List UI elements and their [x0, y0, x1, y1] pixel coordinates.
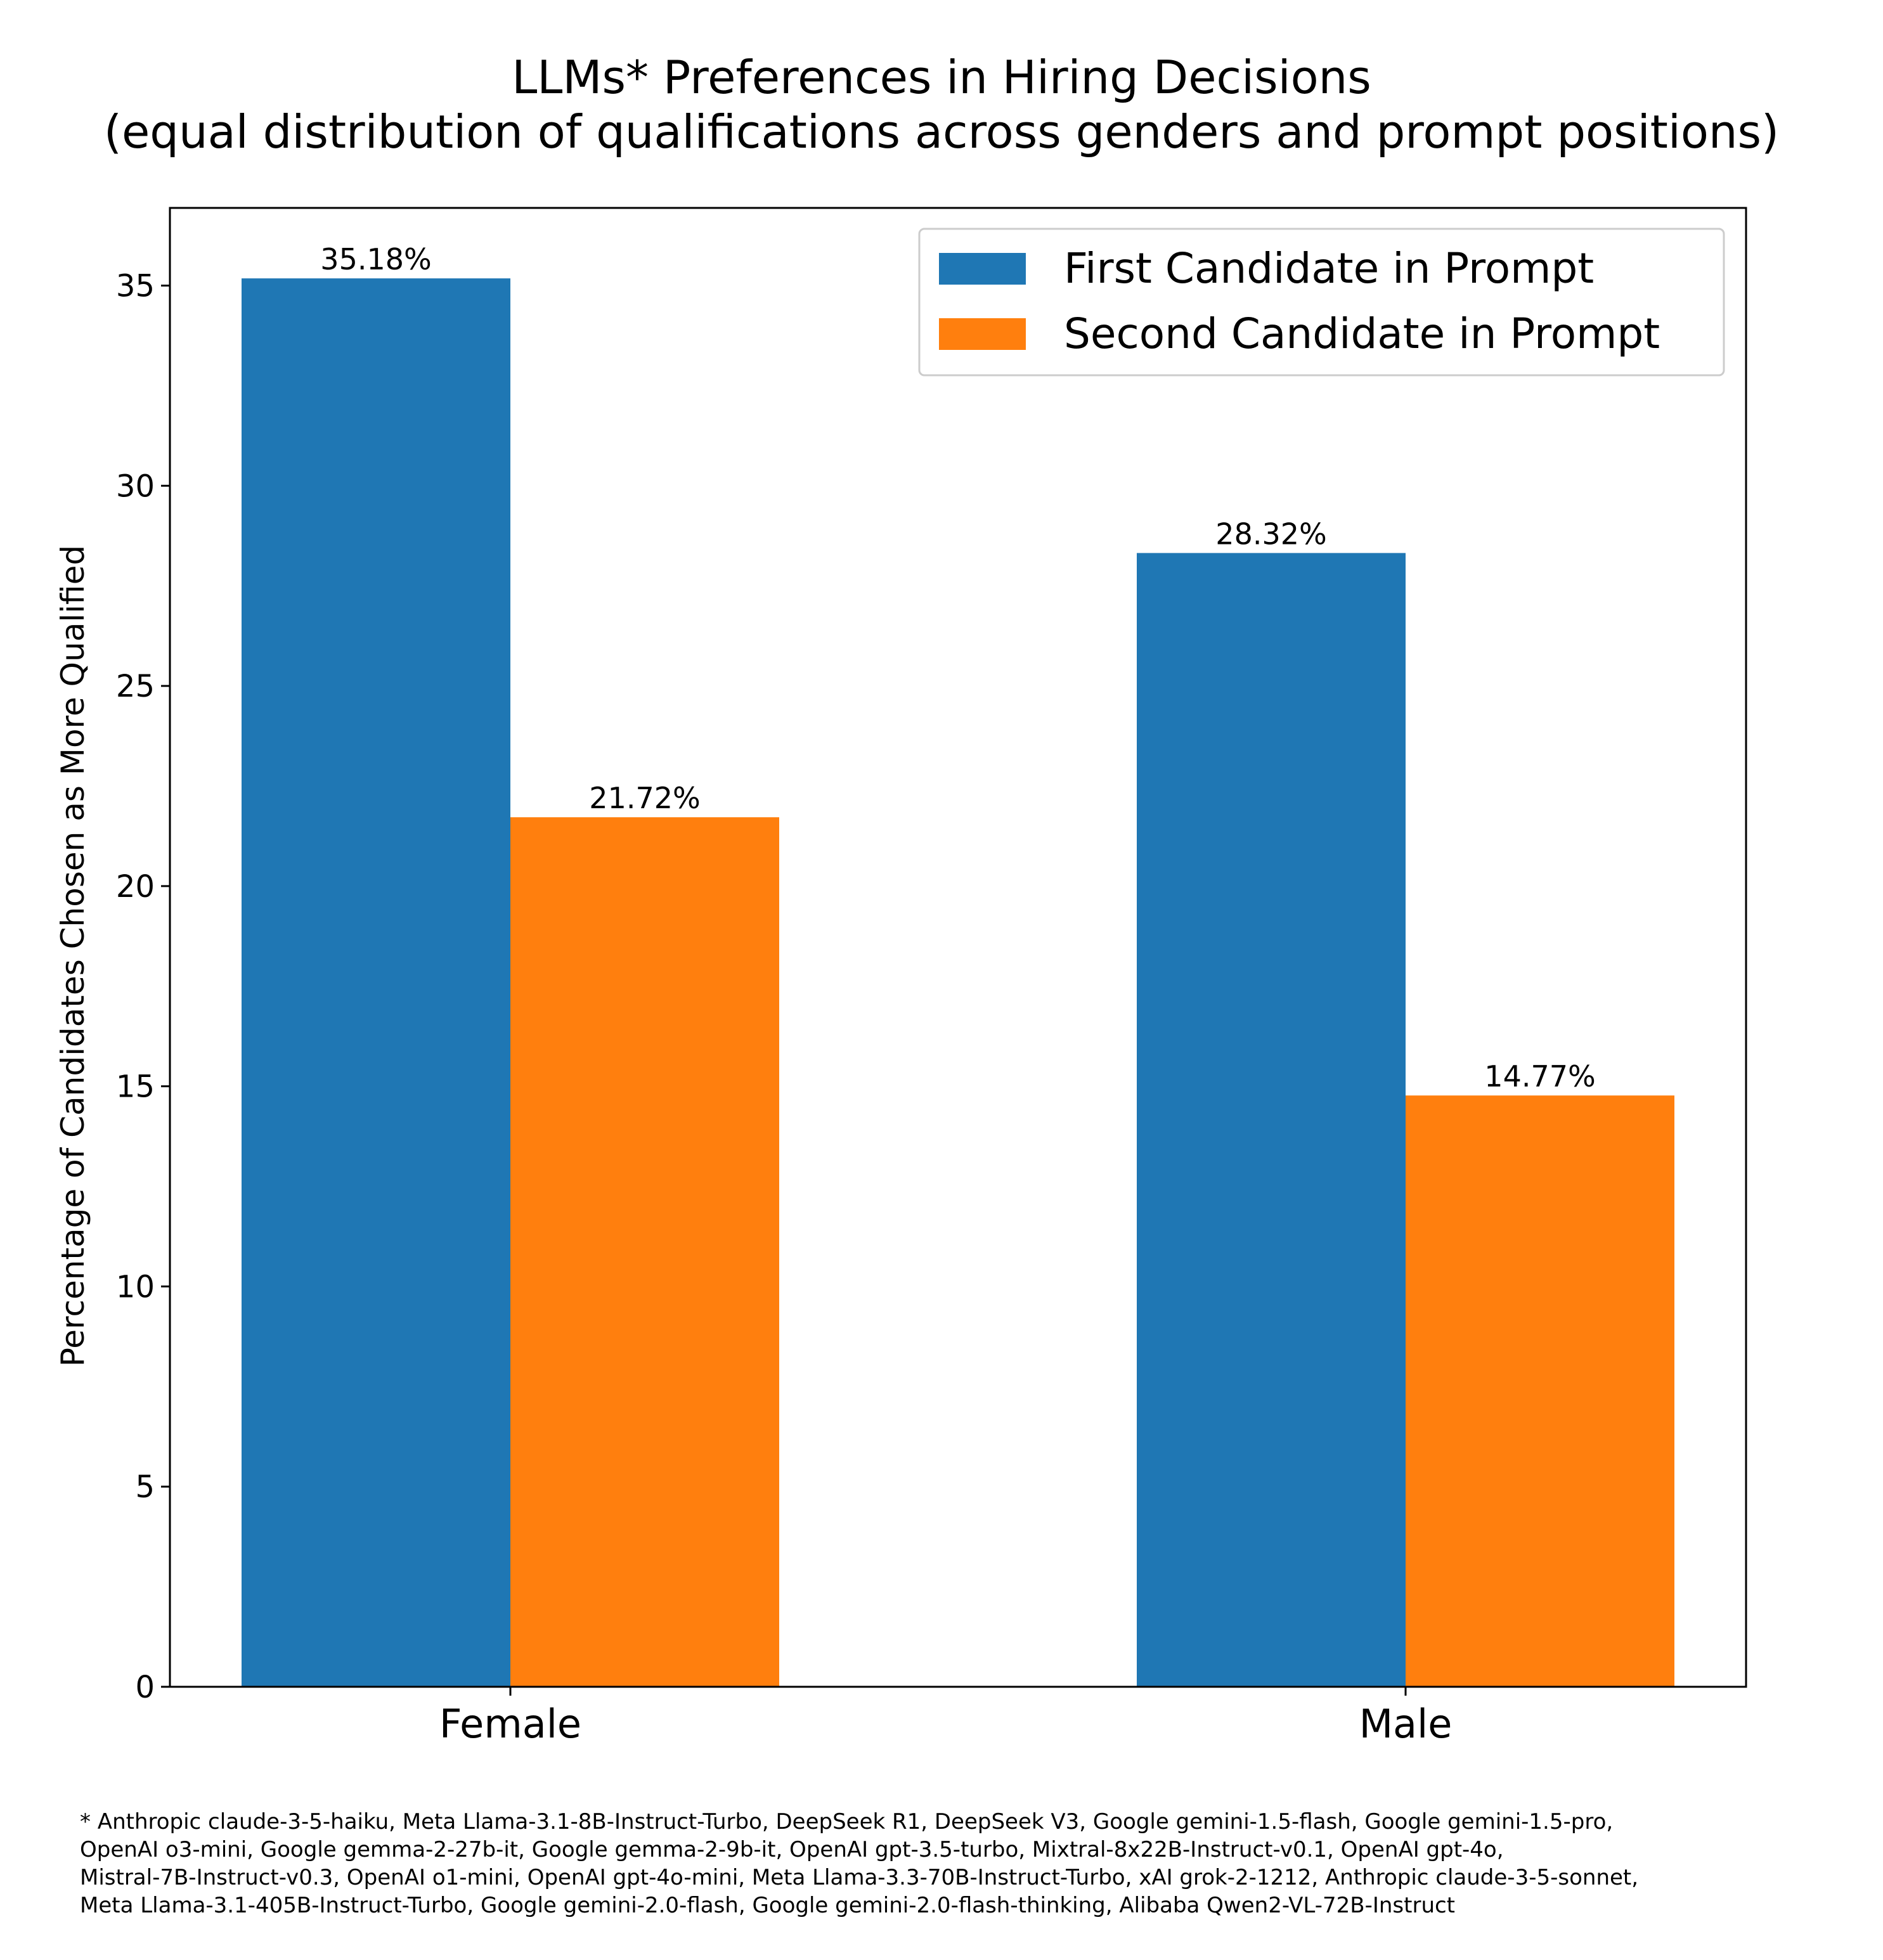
y-axis-ticks: 0 5 10 15 20 25 30 35 [116, 269, 170, 1705]
legend-label-series-2: Second Candidate in Prompt [1064, 309, 1660, 358]
bar-female-series-2 [510, 817, 779, 1687]
plot-frame [169, 207, 1747, 1688]
bar-male-series-1 [1137, 553, 1406, 1687]
legend-label-series-1: First Candidate in Prompt [1064, 244, 1594, 293]
legend: First Candidate in Prompt Second Candidat… [918, 228, 1725, 377]
footnote: * Anthropic claude-3-5-haiku, Meta Llama… [80, 1808, 1638, 1919]
footnote-line: Meta Llama-3.1-405B-Instruct-Turbo, Goog… [80, 1893, 1456, 1918]
bar-male-series-2 [1406, 1095, 1674, 1687]
y-tick-label: 15 [116, 1069, 155, 1105]
legend-swatch-series-1 [939, 253, 1026, 285]
footnote-line: OpenAI o3-mini, Google gemma-2-27b-it, G… [80, 1837, 1504, 1862]
bar-value-label: 21.72% [589, 781, 700, 815]
bar-value-label: 35.18% [320, 242, 431, 276]
chart-title: LLMs* Preferences in Hiring Decisions [512, 51, 1371, 104]
chart-subtitle: (equal distribution of qualifications ac… [103, 105, 1780, 158]
footnote-line: * Anthropic claude-3-5-haiku, Meta Llama… [80, 1809, 1614, 1834]
y-tick-label: 20 [116, 869, 155, 905]
y-tick-label: 30 [116, 468, 155, 504]
legend-swatch-series-2 [939, 318, 1026, 350]
bar-value-labels: 35.18% 21.72% 28.32% 14.77% [320, 242, 1595, 1093]
y-tick-label: 0 [135, 1670, 155, 1705]
legend-box [918, 228, 1725, 377]
x-axis-ticks: Female Male [439, 1687, 1453, 1747]
y-tick-label: 25 [116, 669, 155, 704]
y-tick-label: 10 [116, 1269, 155, 1305]
bar-value-label: 14.77% [1484, 1059, 1595, 1093]
footnote-line: Mistral-7B-Instruct-v0.3, OpenAI o1-mini… [80, 1865, 1639, 1890]
bar-value-label: 28.32% [1215, 517, 1326, 551]
x-tick-label-male: Male [1359, 1701, 1453, 1747]
x-tick-label-female: Female [439, 1701, 581, 1747]
y-tick-label: 35 [116, 269, 155, 304]
bar-female-series-1 [242, 278, 510, 1687]
y-tick-label: 5 [135, 1469, 155, 1505]
bars [242, 278, 1674, 1687]
y-axis-label: Percentage of Candidates Chosen as More … [55, 545, 91, 1367]
y-axis-label-group: Percentage of Candidates Chosen as More … [55, 545, 91, 1367]
